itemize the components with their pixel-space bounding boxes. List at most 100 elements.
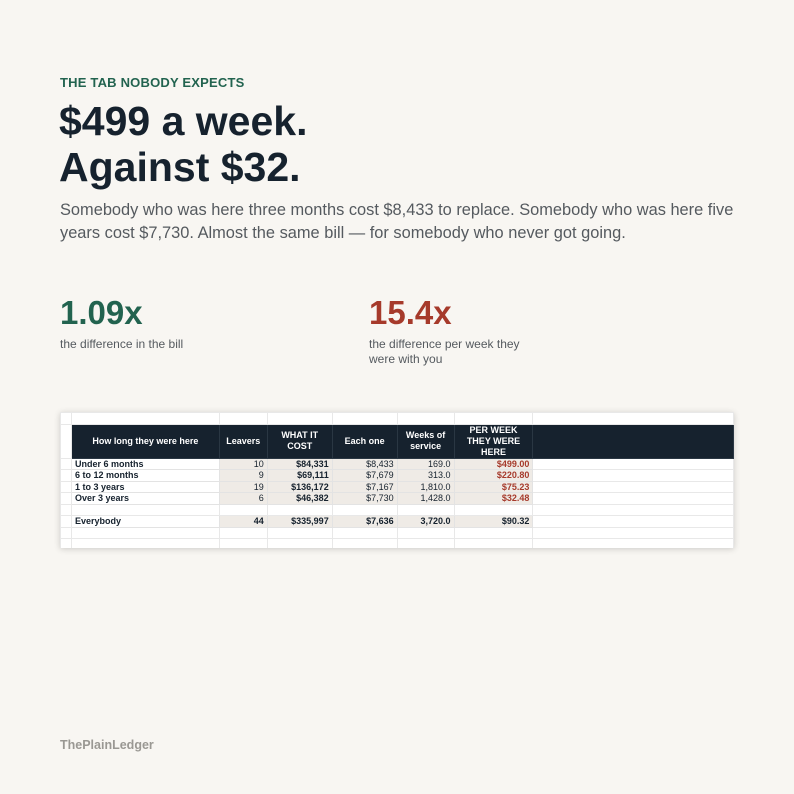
row-weeks[interactable]: 1,428.0 (396, 492, 455, 505)
row-each[interactable]: $8,433 (331, 457, 398, 470)
stat-value: 15.4x (369, 294, 452, 331)
row-leavers[interactable]: 10 (218, 457, 268, 470)
row-per-week[interactable]: $75.23 (453, 480, 534, 493)
cell[interactable] (60, 515, 72, 528)
row-cost[interactable]: $84,331 (266, 457, 333, 470)
stat-bill-difference: 1.09x the difference in the bill (60, 294, 220, 352)
cell[interactable] (218, 538, 268, 548)
total-row: Everybody 44 $335,997 $7,636 3,720.0 $90… (60, 515, 734, 528)
cell[interactable] (396, 526, 455, 539)
table-row: 6 to 12 months 9 $69,111 $7,679 313.0 $2… (60, 469, 734, 482)
cell[interactable] (70, 503, 220, 516)
row-per-week[interactable]: $32.48 (453, 492, 534, 505)
total-label[interactable]: Everybody (70, 515, 220, 528)
row-leavers[interactable]: 6 (218, 492, 268, 505)
cell[interactable] (60, 412, 72, 425)
cell[interactable] (532, 469, 734, 482)
header-tenure[interactable]: How long they were here (70, 423, 220, 459)
cell[interactable] (532, 515, 734, 528)
cell[interactable] (396, 503, 455, 516)
cell[interactable] (218, 526, 268, 539)
header-leavers[interactable]: Leavers (218, 423, 268, 459)
cell[interactable] (60, 423, 72, 459)
row-cost[interactable]: $46,382 (266, 492, 333, 505)
brand-footer: ThePlainLedger (60, 738, 154, 752)
cell[interactable] (60, 538, 72, 548)
total-each[interactable]: $7,636 (331, 515, 398, 528)
cell[interactable] (60, 480, 72, 493)
cell[interactable] (331, 538, 398, 548)
cell[interactable] (60, 492, 72, 505)
cell[interactable] (396, 412, 455, 425)
cell[interactable] (532, 503, 734, 516)
eyebrow: THE TAB NOBODY EXPECTS (60, 75, 245, 90)
cell[interactable] (60, 503, 72, 516)
row-per-week[interactable]: $220.80 (453, 469, 534, 482)
cell[interactable] (70, 526, 220, 539)
stat-label: the difference per week they were with y… (369, 337, 520, 366)
row-cost[interactable]: $69,111 (266, 469, 333, 482)
total-leavers[interactable]: 44 (218, 515, 268, 528)
row-weeks[interactable]: 1,810.0 (396, 480, 455, 493)
cell[interactable] (70, 538, 220, 548)
header-each[interactable]: Each one (331, 423, 398, 459)
cell[interactable] (532, 480, 734, 493)
header-extra[interactable] (532, 423, 734, 459)
cell[interactable] (532, 412, 734, 425)
total-per-week[interactable]: $90.32 (453, 515, 534, 528)
cell[interactable] (331, 526, 398, 539)
cell[interactable] (266, 503, 333, 516)
cell[interactable] (331, 503, 398, 516)
row-each[interactable]: $7,679 (331, 469, 398, 482)
spreadsheet: How long they were here Leavers WHAT IT … (60, 412, 734, 548)
cell[interactable] (60, 526, 72, 539)
cell[interactable] (453, 503, 534, 516)
cell[interactable] (266, 526, 333, 539)
cell[interactable] (532, 538, 734, 548)
cell[interactable] (331, 412, 398, 425)
headline: $499 a week. Against $32. (59, 98, 307, 190)
cell[interactable] (396, 538, 455, 548)
cell[interactable] (266, 538, 333, 548)
cell[interactable] (70, 412, 220, 425)
cell[interactable] (532, 457, 734, 470)
spacer-row (60, 503, 734, 516)
row-label[interactable]: 6 to 12 months (70, 469, 220, 482)
cell[interactable] (532, 492, 734, 505)
row-weeks[interactable]: 313.0 (396, 469, 455, 482)
row-cost[interactable]: $136,172 (266, 480, 333, 493)
header-per-week[interactable]: PER WEEK THEY WERE HERE (453, 423, 534, 459)
table-row: Under 6 months 10 $84,331 $8,433 169.0 $… (60, 457, 734, 470)
cell[interactable] (453, 538, 534, 548)
cell[interactable] (266, 412, 333, 425)
cell[interactable] (60, 469, 72, 482)
cell[interactable] (453, 412, 534, 425)
row-label[interactable]: Over 3 years (70, 492, 220, 505)
row-label[interactable]: Under 6 months (70, 457, 220, 470)
cell[interactable] (60, 457, 72, 470)
cell[interactable] (453, 526, 534, 539)
header-cost[interactable]: WHAT IT COST (266, 423, 333, 459)
total-cost[interactable]: $335,997 (266, 515, 333, 528)
stat-value: 1.09x (60, 294, 143, 331)
header-row: How long they were here Leavers WHAT IT … (60, 423, 734, 459)
row-leavers[interactable]: 19 (218, 480, 268, 493)
header-weeks[interactable]: Weeks of service (396, 423, 455, 459)
cell[interactable] (532, 526, 734, 539)
turnover-cost-table: How long they were here Leavers WHAT IT … (60, 412, 734, 548)
row-each[interactable]: $7,730 (331, 492, 398, 505)
row-leavers[interactable]: 9 (218, 469, 268, 482)
cell[interactable] (218, 412, 268, 425)
row-per-week[interactable]: $499.00 (453, 457, 534, 470)
cell[interactable] (218, 503, 268, 516)
row-each[interactable]: $7,167 (331, 480, 398, 493)
headline-line-1: $499 a week. (59, 98, 308, 144)
headline-line-2: Against $32. (59, 144, 301, 190)
total-weeks[interactable]: 3,720.0 (396, 515, 455, 528)
stat-label: the difference in the bill (60, 337, 184, 351)
spacer-row (60, 412, 734, 425)
row-weeks[interactable]: 169.0 (396, 457, 455, 470)
lede-paragraph: Somebody who was here three months cost … (60, 201, 734, 242)
row-label[interactable]: 1 to 3 years (70, 480, 220, 493)
spacer-row (60, 526, 734, 539)
